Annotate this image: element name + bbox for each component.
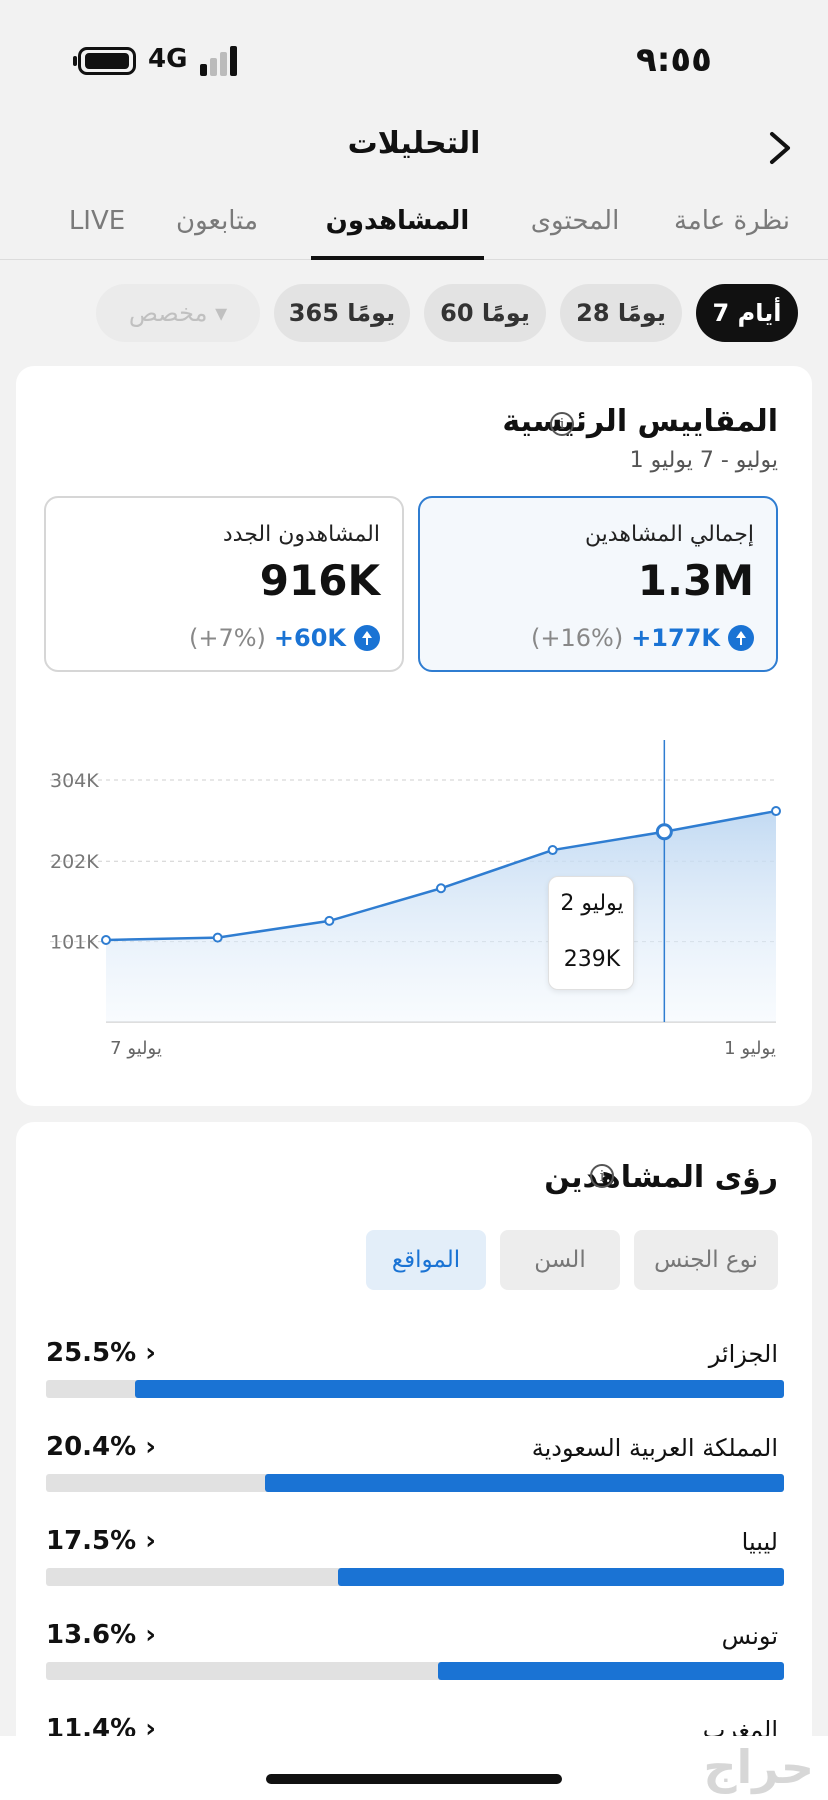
location-bar-track xyxy=(46,1474,784,1492)
location-name: الجزائر xyxy=(708,1340,778,1368)
arrow-up-icon xyxy=(728,625,754,651)
change-percent: (+7%) xyxy=(188,624,266,652)
metric-change: (+7%) +60K xyxy=(189,624,380,652)
battery-tip xyxy=(73,56,77,66)
key-metrics-card: المقاييس الرئيسية i 1 يوليو - 7 يوليو إج… xyxy=(16,366,812,1106)
info-icon[interactable]: i xyxy=(550,412,574,436)
x-tick-label: 1 يوليو xyxy=(724,1038,776,1059)
chart-tooltip: 2 يوليو 239K xyxy=(548,876,634,990)
tab-content[interactable]: المحتوى xyxy=(530,206,620,236)
y-tick-label: 304K xyxy=(50,770,99,792)
arrow-up-icon xyxy=(354,625,380,651)
location-name: تونس xyxy=(721,1622,778,1650)
location-row[interactable]: ليبيا 17.5% › xyxy=(16,1526,812,1622)
y-tick-label: 101K xyxy=(50,932,99,954)
clock: ٩:٥٥ xyxy=(636,40,712,80)
range-365-days[interactable]: 365 يومًا xyxy=(274,284,410,342)
data-point xyxy=(101,935,111,946)
change-value: +60K xyxy=(273,624,346,652)
segment-age[interactable]: السن xyxy=(500,1230,620,1290)
home-indicator[interactable] xyxy=(266,1774,562,1784)
location-percent: 13.6% › xyxy=(46,1620,156,1650)
tooltip-date: 2 يوليو xyxy=(560,891,624,916)
location-bar-fill xyxy=(264,1474,784,1492)
range-custom-dropdown[interactable]: مخصص ▾ xyxy=(96,284,260,342)
watermark-logo: حراج xyxy=(703,1740,814,1794)
location-bar-track xyxy=(46,1380,784,1398)
data-point xyxy=(436,883,446,894)
data-point xyxy=(655,823,673,841)
total-viewers-metric[interactable]: إجمالي المشاهدين 1.3M (+16%) +177K xyxy=(418,496,778,672)
tab-followers[interactable]: متابعون xyxy=(176,206,258,236)
data-point xyxy=(547,845,558,856)
x-tick-label: 7 يوليو xyxy=(110,1038,162,1059)
location-percent: 17.5% › xyxy=(46,1526,156,1556)
tab-indicator xyxy=(311,256,484,260)
key-metrics-title: المقاييس الرئيسية xyxy=(502,404,778,439)
tooltip-value: 239K xyxy=(563,947,621,972)
location-bar-fill xyxy=(134,1380,784,1398)
metric-change: (+16%) +177K xyxy=(531,624,754,652)
change-percent: (+16%) xyxy=(531,624,624,652)
location-bar-track xyxy=(46,1662,784,1680)
location-row[interactable]: الجزائر 25.5% › xyxy=(16,1338,812,1434)
data-point xyxy=(324,915,335,926)
signal-icon xyxy=(200,46,242,76)
y-tick-label: 202K xyxy=(50,851,99,873)
tab-live[interactable]: LIVE xyxy=(68,206,126,236)
audience-title: رؤى المشاهدين xyxy=(544,1160,778,1195)
metric-value: 916K xyxy=(259,556,380,605)
info-icon[interactable]: i xyxy=(590,1164,614,1188)
tab-overview[interactable]: نظرة عامة xyxy=(673,206,791,236)
viewers-line-chart[interactable]: 101K 202K 304K 7 يوليو 1 يوليو xyxy=(16,706,812,1106)
range-28-days[interactable]: 28 يومًا xyxy=(560,284,682,342)
change-value: +177K xyxy=(631,624,720,652)
location-row[interactable]: المملكة العربية السعودية 20.4% › xyxy=(16,1432,812,1528)
header: التحليلات xyxy=(0,110,828,182)
location-bar-fill xyxy=(338,1568,784,1586)
location-name: ليبيا xyxy=(741,1528,778,1556)
chevron-right-icon[interactable] xyxy=(762,128,798,168)
segment-gender[interactable]: نوع الجنس xyxy=(634,1230,778,1290)
range-60-days[interactable]: 60 يومًا xyxy=(424,284,546,342)
location-bar-track xyxy=(46,1568,784,1586)
location-name: المملكة العربية السعودية xyxy=(531,1434,778,1462)
status-bar: 4G ٩:٥٥ xyxy=(0,0,828,110)
range-7-days[interactable]: 7 أيام xyxy=(696,284,798,342)
location-percent: 25.5% › xyxy=(46,1338,156,1368)
date-range: 1 يوليو - 7 يوليو xyxy=(629,448,778,473)
new-viewers-metric[interactable]: المشاهدون الجدد 916K (+7%) +60K xyxy=(44,496,404,672)
bottom-bar xyxy=(0,1736,828,1800)
metric-label: إجمالي المشاهدين xyxy=(584,522,754,547)
page-title: التحليلات xyxy=(347,126,481,161)
metric-value: 1.3M xyxy=(637,556,754,605)
segment-locations[interactable]: المواقع xyxy=(366,1230,486,1290)
data-point xyxy=(212,932,223,943)
tab-bar: نظرة عامة المحتوى المشاهدون متابعون LIVE xyxy=(0,188,828,260)
tab-viewers[interactable]: المشاهدون xyxy=(325,206,470,236)
network-label: 4G xyxy=(148,44,188,74)
location-percent: 20.4% › xyxy=(46,1432,156,1462)
metric-label: المشاهدون الجدد xyxy=(222,522,380,547)
chart-area xyxy=(106,811,776,1022)
data-point xyxy=(771,806,781,817)
location-row[interactable]: تونس 13.6% › xyxy=(16,1620,812,1716)
battery-icon xyxy=(78,47,136,75)
location-bar-fill xyxy=(437,1662,784,1680)
audience-card: رؤى المشاهدين i نوع الجنس السن المواقع ا… xyxy=(16,1122,812,1762)
